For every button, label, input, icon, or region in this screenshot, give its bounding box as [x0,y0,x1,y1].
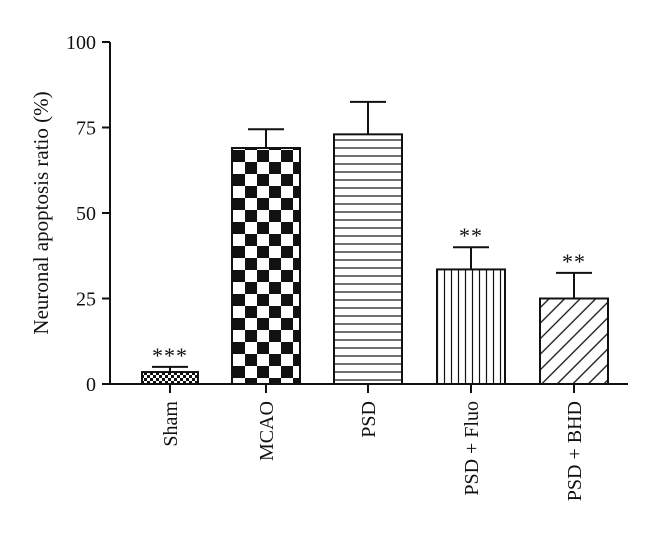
significance-label: *** [152,343,188,368]
significance-label: ** [562,249,586,274]
x-tick-label: MCAO [256,401,278,461]
y-axis-title: Neuronal apoptosis ratio (%) [29,91,53,334]
bar-sham [141,371,199,385]
x-ticks: Sham MCAO PSD PSD + Fluo PSD + BHD [160,384,586,501]
bar-psd-bhd [539,297,609,385]
significance-label: ** [459,223,483,248]
y-ticks: 0 25 50 75 100 [66,32,110,396]
x-tick-label: PSD + Fluo [461,401,483,496]
bars: ******* [141,100,609,385]
bar-psd-fluo [436,268,506,385]
y-tick-label: 75 [76,118,96,140]
x-tick-label: Sham [160,401,182,447]
bar-psd [333,133,403,385]
y-tick-label: 25 [76,289,96,311]
y-tick-label: 100 [66,32,96,54]
y-tick-label: 0 [86,374,96,396]
bar-mcao [231,147,301,385]
x-tick-label: PSD + BHD [564,401,586,501]
y-tick-label: 50 [76,203,96,225]
x-tick-label: PSD [358,401,380,438]
